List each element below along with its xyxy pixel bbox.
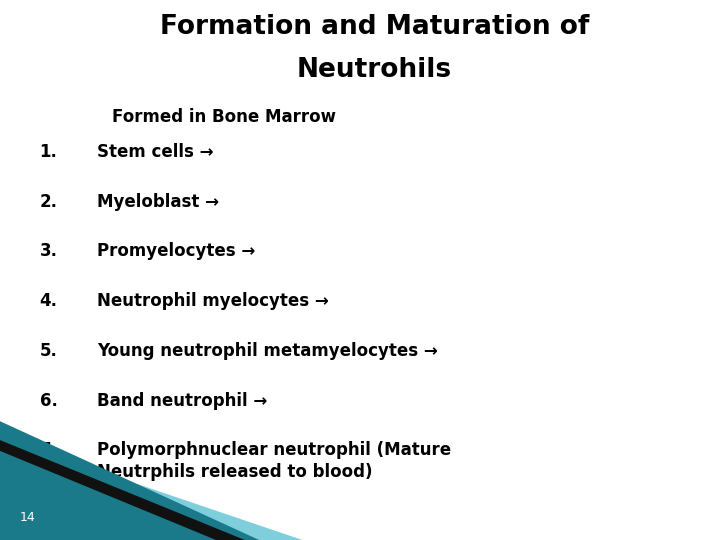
Text: 5.: 5. — [40, 342, 58, 360]
Text: Band neutrophil →: Band neutrophil → — [97, 392, 267, 409]
Text: Myeloblast →: Myeloblast → — [97, 193, 219, 211]
Text: 4.: 4. — [40, 292, 58, 310]
Polygon shape — [0, 437, 302, 540]
Text: 3.: 3. — [40, 242, 58, 260]
Text: 14: 14 — [20, 511, 36, 524]
Text: 1.: 1. — [40, 143, 58, 161]
Polygon shape — [0, 440, 245, 540]
Text: Stem cells →: Stem cells → — [97, 143, 214, 161]
Polygon shape — [0, 421, 259, 540]
Text: 6.: 6. — [40, 392, 58, 409]
Text: Formed in Bone Marrow: Formed in Bone Marrow — [112, 108, 336, 126]
Text: Neutrophil myelocytes →: Neutrophil myelocytes → — [97, 292, 329, 310]
Text: Promyelocytes →: Promyelocytes → — [97, 242, 256, 260]
Text: Young neutrophil metamyelocytes →: Young neutrophil metamyelocytes → — [97, 342, 438, 360]
Text: Polymorphnuclear neutrophil (Mature
Neutrphils released to blood): Polymorphnuclear neutrophil (Mature Neut… — [97, 441, 451, 481]
Text: Neutrohils: Neutrohils — [297, 57, 452, 83]
Text: 2.: 2. — [40, 193, 58, 211]
Text: 7.: 7. — [40, 441, 58, 459]
Text: Formation and Maturation of: Formation and Maturation of — [160, 14, 589, 39]
